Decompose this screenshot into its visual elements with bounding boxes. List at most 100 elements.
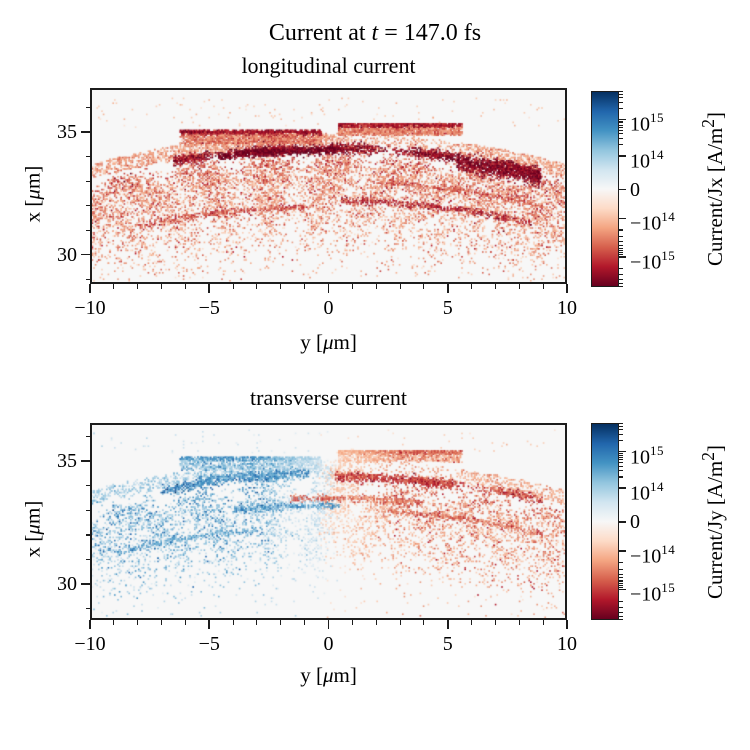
colorbar-tick-label: 1015	[630, 442, 664, 469]
colorbar-minor-tick	[619, 459, 623, 461]
x-tick-label: 0	[323, 633, 334, 655]
x-minor-tick	[471, 620, 473, 625]
figure-title-variable: t	[371, 20, 379, 46]
x-minor-tick	[232, 284, 234, 289]
colorbar-tick-label: −1014	[630, 542, 676, 568]
colorbar-minor-tick	[619, 107, 623, 109]
colorbar-minor-tick	[619, 247, 623, 249]
colorbar-minor-tick	[619, 236, 623, 238]
x-minor-tick	[304, 284, 306, 289]
colorbar-minor-tick	[619, 562, 623, 564]
x-minor-tick	[375, 620, 377, 625]
colorbar-minor-tick	[619, 267, 623, 269]
y-minor-tick	[85, 278, 90, 280]
colorbar-minor-tick	[619, 456, 623, 458]
x-major-tick	[566, 620, 568, 629]
mu-symbol: μ	[322, 330, 334, 354]
x-minor-tick	[518, 284, 520, 289]
subplot-2-yaxis-label: x [μm]	[20, 500, 45, 558]
figure-title-text2: = 147.0 fs	[378, 20, 482, 46]
colorbar-tick-label: −1015	[630, 580, 676, 607]
figure-title: Current at t = 147.0 fs	[0, 20, 750, 47]
x-major-tick	[208, 284, 211, 293]
y-major-tick	[81, 583, 90, 586]
colorbar-minor-tick	[619, 101, 623, 103]
colorbar-minor-tick	[619, 568, 623, 570]
x-minor-tick	[399, 284, 401, 289]
colorbar-major-tick	[619, 217, 626, 220]
mu-symbol: μ	[20, 524, 45, 535]
colorbar-minor-tick	[619, 126, 623, 128]
x-minor-tick	[399, 620, 401, 625]
x-minor-tick	[232, 620, 234, 625]
colorbar-major-tick	[619, 521, 626, 523]
colorbar-minor-tick	[619, 422, 623, 424]
subplot-1-xaxis-label: y [μm]	[300, 330, 357, 354]
colorbar-minor-tick	[619, 124, 623, 126]
x-tick-label: −5	[198, 297, 220, 319]
colorbar-minor-tick	[619, 611, 623, 614]
colorbar-minor-tick	[619, 240, 623, 242]
colorbar-minor-tick	[619, 573, 623, 575]
colorbar-minor-tick	[619, 433, 623, 435]
colorbar-minor-tick	[619, 252, 623, 254]
subplot-2-title: transverse current	[250, 385, 407, 410]
x-major-tick	[89, 284, 91, 293]
colorbar-minor-tick	[619, 470, 623, 472]
subplot-1-title: longitudinal current	[241, 53, 416, 78]
y-major-tick	[81, 460, 90, 463]
y-minor-tick	[85, 107, 90, 109]
y-minor-tick	[85, 205, 90, 207]
x-minor-tick	[494, 284, 496, 289]
x-minor-tick	[184, 620, 186, 625]
x-major-tick	[89, 620, 91, 629]
colorbar-minor-tick	[619, 229, 623, 231]
x-minor-tick	[137, 620, 139, 625]
x-minor-tick	[256, 284, 258, 289]
colorbar-minor-tick	[619, 454, 623, 456]
x-minor-tick	[351, 620, 353, 625]
colorbar-major-tick	[619, 450, 626, 453]
figure-title-text: Current at	[268, 20, 372, 46]
x-tick-label: 10	[557, 297, 577, 319]
colorbar-tick-label: 1014	[630, 146, 664, 173]
x-tick-label: −5	[198, 633, 220, 655]
x-major-tick	[566, 284, 568, 293]
x-minor-tick	[375, 284, 377, 289]
colorbar-major-tick	[619, 588, 626, 591]
colorbar-minor-tick	[619, 425, 623, 427]
colorbar-minor-tick	[619, 583, 623, 585]
y-minor-tick	[85, 156, 90, 158]
mu-symbol: μ	[20, 189, 45, 200]
colorbar-minor-tick	[619, 476, 623, 478]
subplot-1-yaxis-label: x [μm]	[20, 165, 45, 223]
y-tick-label: 30	[57, 243, 77, 266]
colorbar-minor-tick	[619, 137, 623, 139]
x-minor-tick	[518, 620, 520, 625]
y-tick-label: 35	[57, 450, 77, 473]
y-tick-label: 30	[57, 573, 77, 596]
subplot-2-colorbar	[591, 423, 619, 620]
y-minor-tick	[85, 229, 90, 231]
subplot-2-xaxis-label: y [μm]	[300, 663, 357, 687]
x-major-tick	[327, 284, 330, 293]
colorbar-minor-tick	[619, 93, 623, 95]
colorbar-minor-tick	[619, 580, 623, 582]
x-major-tick	[446, 284, 449, 293]
colorbar-minor-tick	[619, 144, 623, 146]
x-minor-tick	[494, 620, 496, 625]
x-minor-tick	[542, 284, 544, 289]
subplot-2-colorbar-label: Current/Jy [A/m2]	[698, 445, 727, 599]
y-major-tick	[81, 131, 90, 133]
y-minor-tick	[85, 180, 90, 182]
colorbar-minor-tick	[619, 577, 623, 579]
x-minor-tick	[351, 284, 353, 289]
colorbar-minor-tick	[619, 615, 623, 617]
colorbar-minor-tick	[619, 244, 623, 246]
colorbar-tick-label: −1014	[630, 209, 676, 236]
colorbar-tick-label: 1014	[630, 479, 664, 505]
colorbar-major-tick	[619, 188, 626, 191]
colorbar-tick-label: 0	[630, 178, 640, 201]
colorbar-minor-tick	[619, 282, 623, 284]
colorbar-minor-tick	[619, 285, 623, 287]
